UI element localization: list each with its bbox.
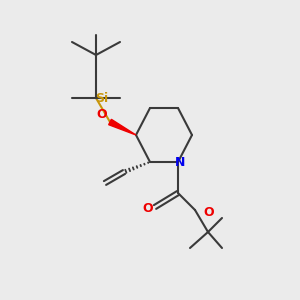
Text: O: O [143,202,153,214]
Text: O: O [204,206,214,220]
Text: O: O [97,107,107,121]
Text: N: N [175,155,185,169]
Text: Si: Si [95,92,109,104]
Polygon shape [109,119,136,135]
